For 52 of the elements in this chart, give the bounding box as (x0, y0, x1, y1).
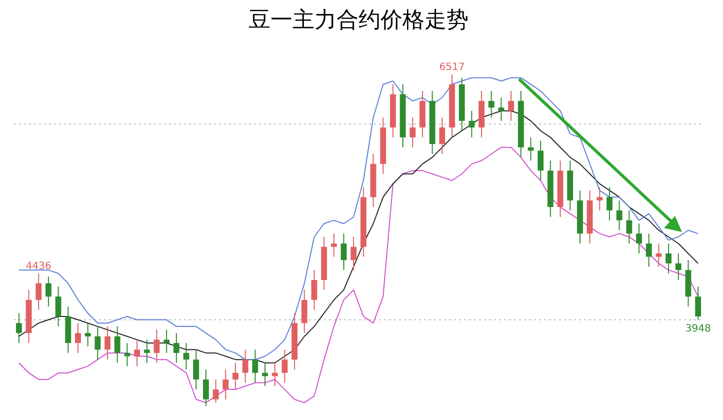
candlestick (282, 349, 288, 384)
candlestick (144, 339, 150, 364)
candlestick (596, 186, 603, 211)
candlestick (646, 233, 652, 268)
candlestick (311, 270, 318, 310)
candlestick (606, 186, 612, 221)
candlestick (695, 286, 702, 320)
candlestick (173, 332, 180, 364)
candlestick (498, 97, 504, 122)
candlestick (16, 312, 22, 344)
candlestick (616, 200, 622, 231)
candlestick (84, 322, 91, 347)
candlestick (232, 362, 238, 390)
candlestick (439, 117, 446, 154)
candlestick (222, 369, 229, 400)
candlestick (45, 276, 52, 308)
candlestick (183, 342, 190, 370)
candlestick (340, 233, 347, 271)
candlestick (350, 236, 357, 271)
candlestick (193, 349, 200, 390)
candlestick (202, 369, 209, 406)
annotation: 6517 (439, 62, 465, 73)
candlestick (538, 140, 544, 182)
candlestick (468, 110, 475, 138)
candlestick (330, 233, 337, 258)
candlestick (36, 272, 42, 310)
candlestick (94, 326, 101, 360)
candlestick (636, 223, 642, 254)
candlestick (675, 252, 682, 280)
candlestick (114, 326, 120, 364)
candlestick (410, 117, 416, 148)
candlestick (154, 329, 160, 364)
candlestick (626, 210, 632, 244)
candlestick (55, 286, 62, 327)
candlestick (242, 349, 248, 384)
candlestick (104, 326, 110, 360)
candlestick (508, 90, 514, 122)
candlestick (75, 322, 81, 354)
candlestick (262, 362, 268, 387)
candlestick (252, 349, 258, 384)
candlestick (164, 329, 170, 354)
chart-title: 豆一主力合约价格走势 (248, 8, 468, 33)
candlestick (301, 289, 308, 334)
candlestick (656, 243, 662, 268)
candlestick (488, 90, 494, 118)
annotation: 3948 (685, 323, 711, 334)
candlestick (134, 339, 140, 367)
candlestick (272, 362, 278, 387)
candlestick (666, 243, 672, 274)
annotation: 4436 (26, 260, 52, 272)
candlestick (124, 342, 130, 367)
candlestick (212, 378, 219, 404)
